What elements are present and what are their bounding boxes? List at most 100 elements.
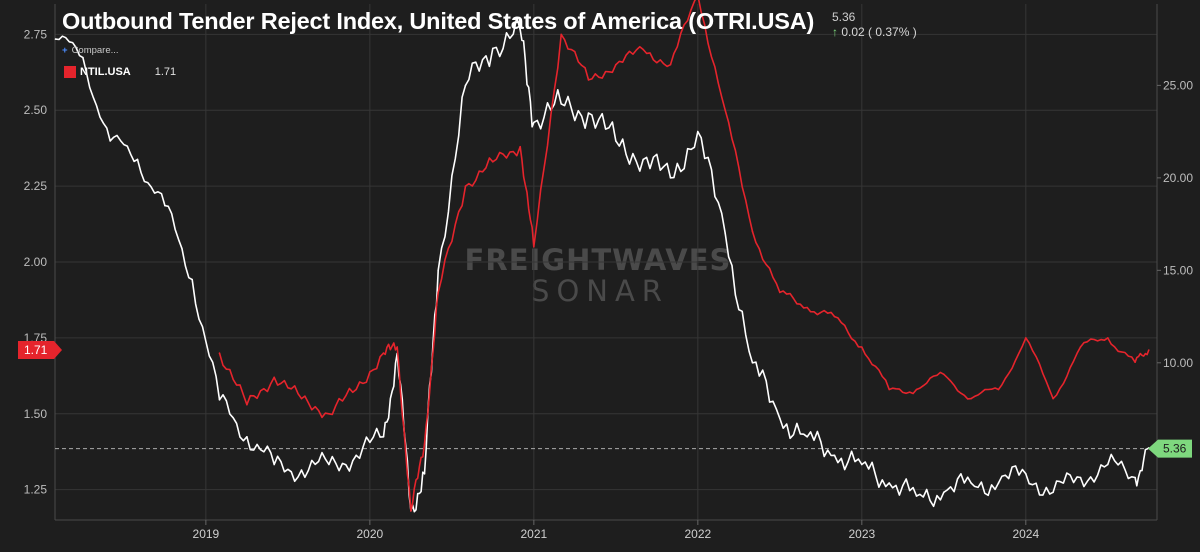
legend-item-ntil[interactable]: NTIL.USA 1.71 [64,66,176,78]
left-badge-label: 1.71 [24,343,48,357]
right-badge-label: 5.36 [1163,442,1187,456]
data-point [970,482,972,484]
data-point [560,33,562,36]
quote-change: 0.02 ( 0.37% ) [841,25,917,39]
plus-icon: + [62,45,68,56]
x-tick-label: 2023 [848,527,875,541]
data-point [423,443,426,445]
data-point [464,185,467,187]
gridlines [55,4,1157,520]
data-point [806,436,808,438]
series-ntil-usa [218,0,1150,512]
data-point [806,306,808,309]
data-point [724,109,726,111]
chart-title: Outbound Tender Reject Index, United Sta… [62,8,815,34]
x-tick-label: 2019 [193,527,220,541]
data-point [751,230,754,233]
y-axis-left: 1.251.501.752.002.252.502.75 [24,4,56,520]
data-point [943,491,945,494]
data-point [587,112,590,114]
data-point [218,352,221,354]
data-point [273,376,276,379]
compare-button[interactable]: + Compare... [62,45,119,56]
data-point [861,346,863,348]
data-point [615,63,617,66]
data-point [1079,346,1082,348]
data-point [355,454,358,457]
data-point [1025,473,1027,475]
data-point [697,130,699,133]
data-point [1052,397,1054,400]
data-point [54,38,57,40]
y-left-tick-label: 2.00 [24,255,48,269]
data-point [136,158,139,161]
quote-value: 5.36 [832,10,856,24]
quote-box: 5.36 ↑ 0.02 ( 0.37% ) [832,10,917,40]
legend-swatch [64,66,76,78]
series-layer [54,0,1150,513]
data-point [533,246,535,248]
data-point [382,436,385,438]
data-point [833,454,836,457]
x-tick-label: 2020 [357,527,384,541]
compare-label: Compare... [71,45,119,56]
data-point [1025,337,1027,339]
data-point [888,388,890,391]
data-point [1107,337,1109,339]
data-point [943,373,945,376]
data-point [437,291,440,294]
legend-value: 1.71 [154,66,177,78]
data-point [164,204,166,207]
watermark-line1: FREIGHTWAVES [465,243,732,277]
data-point [779,291,781,294]
y-right-tick-label: 25.00 [1163,78,1193,92]
x-tick-label: 2022 [684,527,711,541]
data-point [1107,463,1109,466]
data-point [669,63,672,66]
data-point [587,79,590,81]
data-point [779,417,781,420]
y-left-tick-label: 2.25 [24,179,48,193]
data-point [642,158,644,161]
data-point [246,436,248,438]
data-point [82,56,84,59]
data-point [109,140,111,142]
data-point [533,121,535,124]
x-tick-label: 2021 [520,527,547,541]
y-left-tick-label: 2.50 [24,103,48,117]
series-line [218,0,1150,512]
data-point [492,47,494,50]
data-point [1134,361,1136,364]
data-point [191,278,193,281]
watermark: FREIGHTWAVES SONAR [465,243,732,308]
legend-name: NTIL.USA [80,66,131,78]
data-point [1052,491,1054,494]
data-point [328,413,330,415]
left-badge-shape [18,341,62,360]
y-right-tick-label: 10.00 [1163,356,1193,370]
data-point [300,397,303,400]
data-point [300,469,303,471]
x-tick-label: 2024 [1012,527,1039,541]
data-point [997,388,1000,391]
data-point [751,362,754,364]
data-point [273,463,276,466]
data-point [615,140,617,142]
data-point [437,269,440,272]
y-right-tick-label: 15.00 [1163,263,1193,277]
data-point [246,403,248,406]
data-point [642,48,644,51]
data-point [888,482,890,484]
data-point [492,161,494,163]
data-point [519,145,521,148]
data-point [915,388,918,391]
x-axis: 2019 2020 2021 2022 2023 2024 [55,519,1157,541]
data-point [1148,349,1150,351]
y-left-tick-label: 1.25 [24,483,48,497]
data-point [519,29,521,31]
data-point [328,463,330,466]
data-point [423,473,426,475]
data-point [218,399,221,401]
series-line [55,16,1150,513]
